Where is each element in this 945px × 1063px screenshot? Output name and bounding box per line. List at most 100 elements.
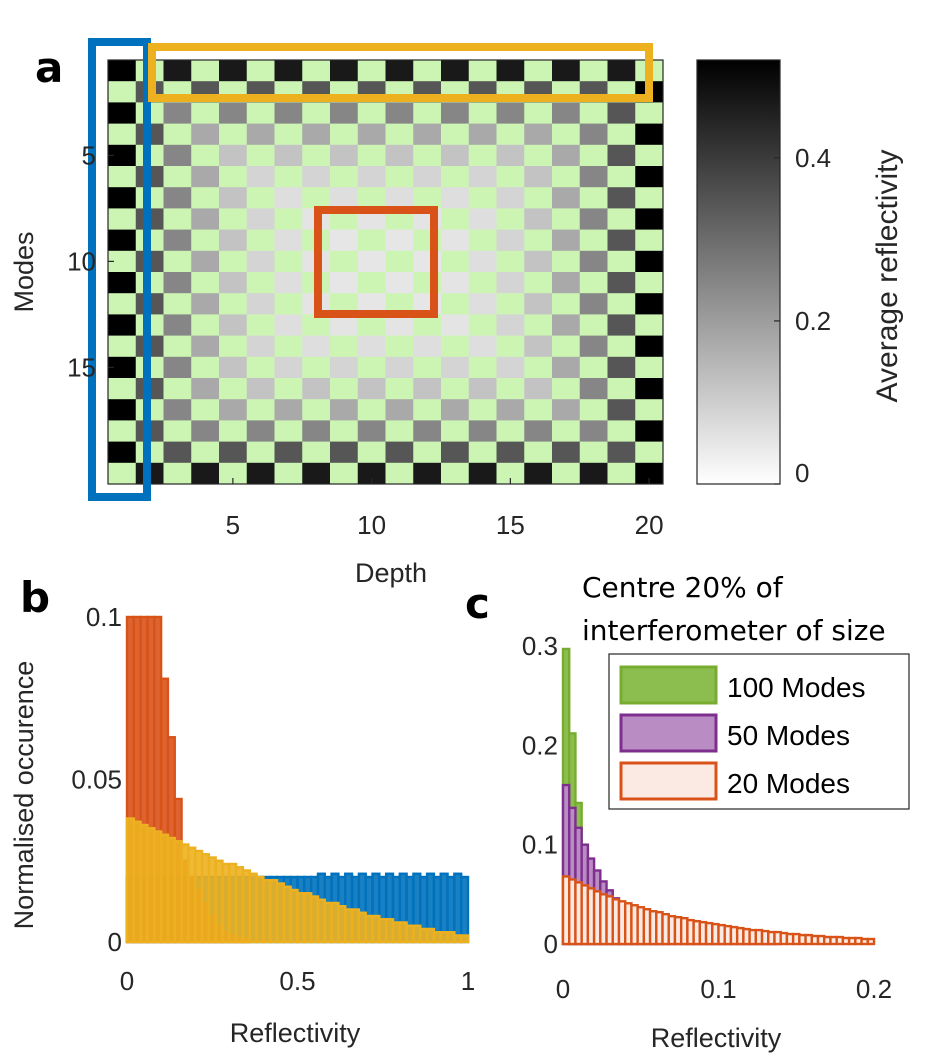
heatmap-cell: [468, 441, 497, 464]
heatmap-y-tick-label: 10: [67, 246, 96, 276]
heatmap-cell: [357, 187, 386, 209]
heatmap-cell: [385, 420, 414, 442]
heatmap-cell: [108, 123, 137, 146]
heatmap-cell: [385, 356, 414, 379]
heatmap-cell: [607, 60, 636, 82]
heatmap-cell: [635, 293, 664, 315]
panel-b-y-tick-label: 0.1: [86, 602, 122, 632]
panel-b-series-2: [125, 817, 470, 944]
heatmap-cell: [330, 314, 359, 336]
heatmap-cell: [635, 420, 664, 442]
heatmap-cell: [524, 335, 553, 358]
heatmap-cell: [108, 144, 137, 167]
panel-b-y-tick-label: 0.05: [71, 765, 122, 795]
heatmap-cell: [552, 123, 581, 146]
heatmap-cell: [607, 420, 636, 442]
heatmap-cell: [468, 102, 497, 124]
heatmap-cell: [441, 335, 470, 358]
heatmap-cell: [441, 441, 470, 464]
heatmap-cell: [607, 166, 636, 188]
heatmap-cell: [441, 208, 470, 230]
heatmap-x-ticks: 5 10 15 20: [226, 478, 664, 540]
heatmap-cell: [607, 314, 636, 336]
heatmap-cell: [246, 420, 275, 442]
heatmap-cell: [385, 272, 414, 294]
heatmap-cell: [607, 462, 636, 485]
heatmap-cell: [274, 229, 303, 252]
heatmap-cell: [385, 187, 414, 209]
heatmap-cell: [524, 144, 553, 167]
heatmap-cell: [302, 187, 331, 209]
heatmap-cell: [524, 378, 553, 400]
heatmap-cell: [191, 250, 220, 273]
heatmap-cell: [274, 208, 303, 230]
heatmap-cell: [468, 166, 497, 188]
heatmap-xlabel: Depth: [355, 558, 427, 588]
heatmap-cell: [607, 229, 636, 252]
heatmap-cell: [163, 187, 192, 209]
heatmap-cell: [413, 441, 442, 464]
heatmap-cell: [274, 420, 303, 442]
heatmap-cell: [635, 102, 664, 124]
heatmap-cell: [524, 314, 553, 336]
heatmap-cell: [607, 144, 636, 167]
heatmap-cell: [441, 60, 470, 82]
heatmap-cell: [579, 272, 608, 294]
heatmap-cell: [607, 293, 636, 315]
heatmap-cell: [163, 420, 192, 442]
heatmap-cell: [191, 102, 220, 124]
heatmap-cell: [524, 229, 553, 252]
heatmap-cell: [468, 314, 497, 336]
heatmap-cell: [302, 314, 331, 336]
heatmap-cell: [496, 441, 525, 464]
heatmap-cell: [274, 335, 303, 358]
heatmap-cell: [191, 272, 220, 294]
heatmap-cell: [274, 272, 303, 294]
heatmap-cell: [524, 356, 553, 379]
heatmap-cell: [579, 335, 608, 358]
panel-c-legend: 100 Modes 50 Modes 20 Modes: [608, 653, 910, 810]
heatmap-cell: [552, 208, 581, 230]
heatmap-cell: [108, 102, 137, 124]
heatmap-x-tick-label: 5: [226, 510, 240, 540]
legend-swatch-50-modes: [619, 713, 718, 753]
heatmap-cell: [302, 123, 331, 146]
heatmap-cell: [524, 208, 553, 230]
legend-swatch-20-modes: [619, 761, 718, 801]
heatmap-cell: [385, 399, 414, 421]
heatmap-cell: [219, 272, 248, 294]
heatmap-cell: [330, 229, 359, 252]
heatmap-cell: [357, 250, 386, 273]
heatmap-cell: [108, 314, 137, 336]
heatmap-cell: [496, 166, 525, 188]
heatmap-cell: [635, 187, 664, 209]
heatmap-cell: [496, 144, 525, 167]
panel-b-ticks: 0 0.5 1 0 0.05 0.1: [71, 602, 475, 996]
heatmap-cell: [219, 144, 248, 167]
heatmap-cell: [191, 166, 220, 188]
heatmap-cell: [357, 229, 386, 252]
heatmap-cell: [496, 335, 525, 358]
heatmap-cell: [357, 102, 386, 124]
heatmap-cell: [330, 166, 359, 188]
heatmap-cell: [163, 335, 192, 358]
heatmap-cell: [385, 250, 414, 273]
heatmap-cell: [108, 356, 137, 379]
heatmap-highlight-boxes: [88, 38, 653, 501]
heatmap-cell: [579, 208, 608, 230]
heatmap-cell: [246, 123, 275, 146]
heatmap-x-tick-label: 20: [635, 510, 664, 540]
heatmap-cell: [191, 378, 220, 400]
heatmap-cell: [441, 229, 470, 252]
heatmap-cell: [274, 314, 303, 336]
legend-label-50-modes: 50 Modes: [727, 720, 850, 751]
heatmap-cell: [108, 60, 137, 82]
heatmap-cell: [108, 441, 137, 464]
heatmap-cell: [579, 356, 608, 379]
heatmap-cell: [413, 378, 442, 400]
heatmap-cell: [108, 187, 137, 209]
heatmap-cell: [635, 314, 664, 336]
heatmap-cell: [413, 462, 442, 485]
heatmap-cell: [274, 462, 303, 485]
